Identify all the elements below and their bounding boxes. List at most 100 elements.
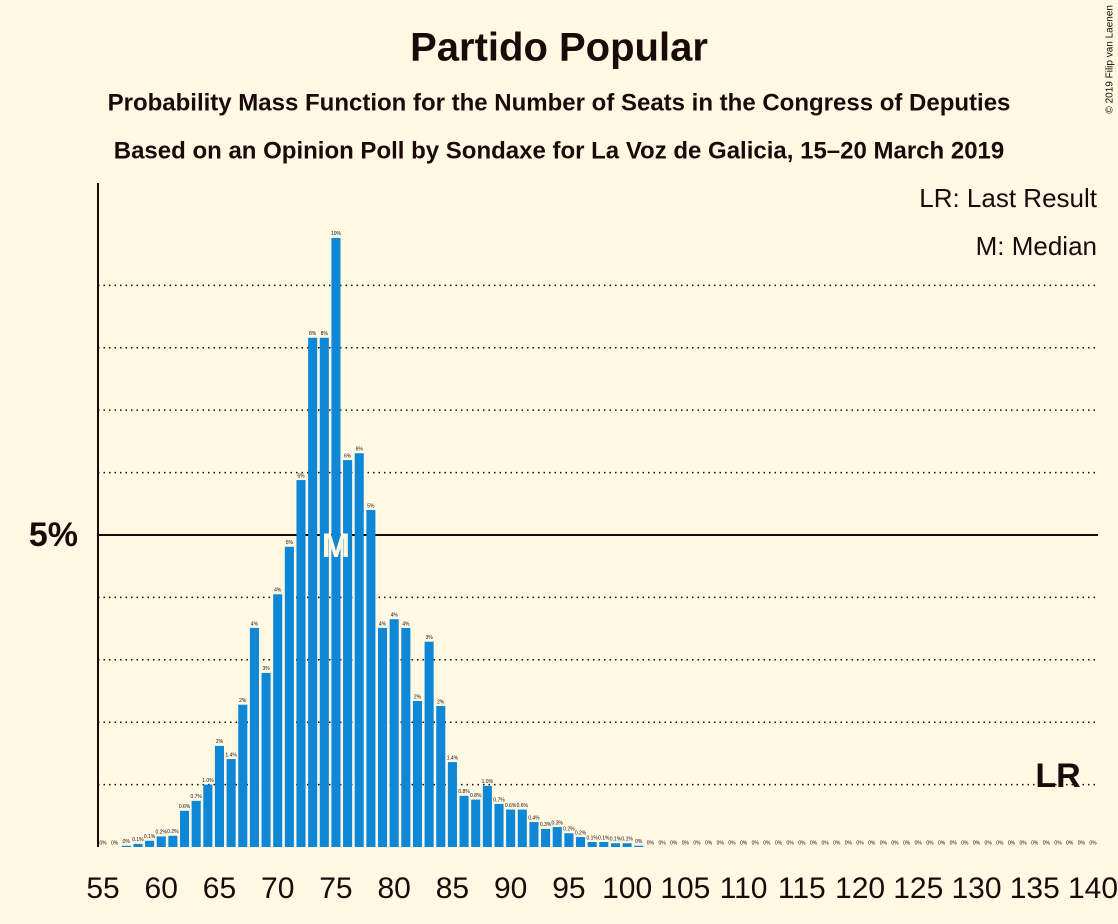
median-marker: M [322, 527, 350, 565]
value-label: 0.2% [575, 830, 587, 836]
x-tick-label: 55 [86, 872, 119, 905]
value-label: 0.6% [505, 803, 517, 809]
value-label: 0% [961, 840, 969, 846]
value-label: 4% [251, 621, 259, 627]
bar [121, 845, 131, 847]
value-label: 0% [717, 840, 725, 846]
value-label: 0% [99, 840, 107, 846]
value-label: 0.1% [621, 837, 633, 843]
value-label: 2% [239, 698, 247, 704]
x-tick-label: 130 [951, 872, 1001, 905]
value-label: 0% [845, 840, 853, 846]
value-label: 4% [391, 613, 399, 619]
bar [145, 840, 155, 847]
bar [575, 837, 586, 847]
legend-entry: M: Median [976, 231, 1097, 261]
value-label: 0% [111, 840, 119, 846]
value-label: 0.4% [528, 815, 540, 821]
value-label: 0% [647, 840, 655, 846]
value-label: 0% [1054, 840, 1062, 846]
value-label: 0% [1078, 840, 1086, 846]
value-label: 0% [985, 840, 993, 846]
bar [273, 594, 283, 847]
value-label: 0% [1019, 840, 1027, 846]
x-tick-label: 135 [1010, 872, 1060, 905]
value-label: 0% [1031, 840, 1039, 846]
x-tick-label: 120 [835, 872, 885, 905]
value-label: 1.4% [225, 752, 237, 758]
bar [203, 784, 213, 847]
value-label: 10% [331, 231, 342, 237]
value-label: 0% [950, 840, 958, 846]
bar [552, 827, 562, 847]
value-label: 0% [833, 840, 841, 846]
bar [249, 627, 259, 847]
bar [610, 843, 621, 847]
value-label: 0% [1066, 840, 1074, 846]
value-label: 0.1% [132, 837, 144, 843]
value-label: 0% [763, 840, 771, 846]
value-label: 8% [321, 331, 329, 337]
value-label: 6% [356, 447, 364, 453]
bar [226, 759, 236, 847]
x-tick-label: 85 [436, 872, 469, 905]
value-label: 0% [670, 840, 678, 846]
value-label: 0% [635, 839, 643, 845]
value-label: 0.7% [493, 797, 505, 803]
bar [366, 510, 376, 847]
value-label: 0% [821, 840, 829, 846]
bar [296, 480, 306, 847]
value-label: 0.1% [144, 834, 156, 840]
x-tick-label: 110 [720, 872, 768, 905]
value-label: 4% [379, 621, 387, 627]
chart-title: Partido Popular [410, 26, 708, 70]
bar [238, 704, 248, 847]
bar [389, 619, 399, 847]
bar [261, 672, 271, 847]
value-label: 1.0% [202, 778, 214, 784]
value-label: 0.2% [167, 829, 179, 835]
bar [354, 453, 364, 847]
value-label: 1.4% [447, 755, 459, 761]
value-label: 6% [344, 453, 352, 459]
value-label: 0% [1008, 840, 1016, 846]
value-label: 0% [798, 840, 806, 846]
value-label: 0% [903, 840, 911, 846]
value-label: 0% [740, 840, 748, 846]
bar [343, 460, 353, 847]
value-label: 0.1% [610, 837, 622, 843]
bar [401, 627, 411, 847]
last-result-marker: LR [1035, 757, 1080, 795]
x-tick-label: 75 [319, 872, 352, 905]
value-label: 3% [262, 666, 270, 672]
bar [319, 337, 329, 847]
value-label: 0% [810, 840, 818, 846]
x-tick-label: 115 [778, 872, 826, 905]
x-tick-label: 100 [602, 872, 652, 905]
bar [506, 809, 516, 847]
value-label: 0% [938, 840, 946, 846]
value-label: 0% [926, 840, 934, 846]
x-tick-label: 140 [1068, 872, 1118, 905]
value-label: 0% [915, 840, 923, 846]
bar [156, 836, 166, 847]
value-label: 0% [996, 840, 1004, 846]
value-label: 5% [367, 503, 375, 509]
value-label: 6% [297, 473, 305, 479]
bar [436, 705, 446, 847]
value-label: 0% [682, 840, 690, 846]
copyright: © 2019 Filip van Laenen [1105, 5, 1116, 114]
value-label: 0% [856, 840, 864, 846]
value-label: 0% [705, 840, 713, 846]
bar [541, 828, 551, 847]
value-label: 0% [891, 840, 899, 846]
bar [412, 700, 423, 847]
bar [587, 842, 597, 847]
bar [179, 810, 190, 847]
value-label: 0.6% [179, 804, 191, 810]
bar [517, 809, 527, 847]
value-label: 0% [973, 840, 981, 846]
bar [168, 835, 178, 847]
